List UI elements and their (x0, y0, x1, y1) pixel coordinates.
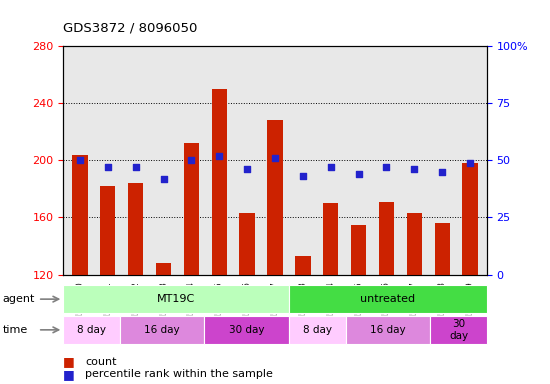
Text: agent: agent (3, 294, 35, 304)
Bar (379, 202, 394, 275)
Point (466, 159, 475, 166)
Bar (289, 316, 345, 344)
Text: 30
day: 30 day (449, 319, 468, 341)
Bar (406, 213, 422, 275)
Text: GDS3872 / 8096050: GDS3872 / 8096050 (63, 21, 197, 34)
Text: ■: ■ (63, 368, 75, 381)
Bar (295, 256, 311, 275)
Bar (205, 316, 289, 344)
Point (438, 169, 447, 175)
Bar (434, 223, 450, 275)
Bar (430, 316, 487, 344)
Bar (100, 186, 116, 275)
Bar (212, 89, 227, 275)
Text: ■: ■ (63, 355, 75, 368)
Bar (289, 285, 487, 313)
Bar (323, 203, 338, 275)
Text: untreated: untreated (360, 294, 415, 304)
Bar (128, 183, 144, 275)
Point (187, 157, 196, 164)
Point (243, 166, 251, 172)
Point (75, 157, 84, 164)
Bar (345, 316, 430, 344)
Bar (184, 143, 199, 275)
Text: time: time (3, 325, 28, 335)
Text: percentile rank within the sample: percentile rank within the sample (85, 369, 273, 379)
Point (354, 171, 363, 177)
Point (299, 173, 307, 179)
Bar (267, 120, 283, 275)
Bar (156, 263, 171, 275)
Bar (120, 316, 205, 344)
Point (271, 155, 279, 161)
Bar (239, 213, 255, 275)
Bar (63, 316, 120, 344)
Point (382, 164, 391, 170)
Point (215, 153, 224, 159)
Bar (72, 155, 87, 275)
Text: 8 day: 8 day (77, 325, 106, 335)
Text: 30 day: 30 day (229, 325, 265, 335)
Bar (63, 285, 289, 313)
Text: count: count (85, 357, 117, 367)
Point (103, 164, 112, 170)
Point (326, 164, 335, 170)
Text: 8 day: 8 day (303, 325, 332, 335)
Text: MT19C: MT19C (157, 294, 195, 304)
Text: 16 day: 16 day (370, 325, 406, 335)
Text: 16 day: 16 day (144, 325, 180, 335)
Point (410, 166, 419, 172)
Bar (351, 225, 366, 275)
Point (131, 164, 140, 170)
Point (159, 175, 168, 182)
Bar (463, 163, 478, 275)
